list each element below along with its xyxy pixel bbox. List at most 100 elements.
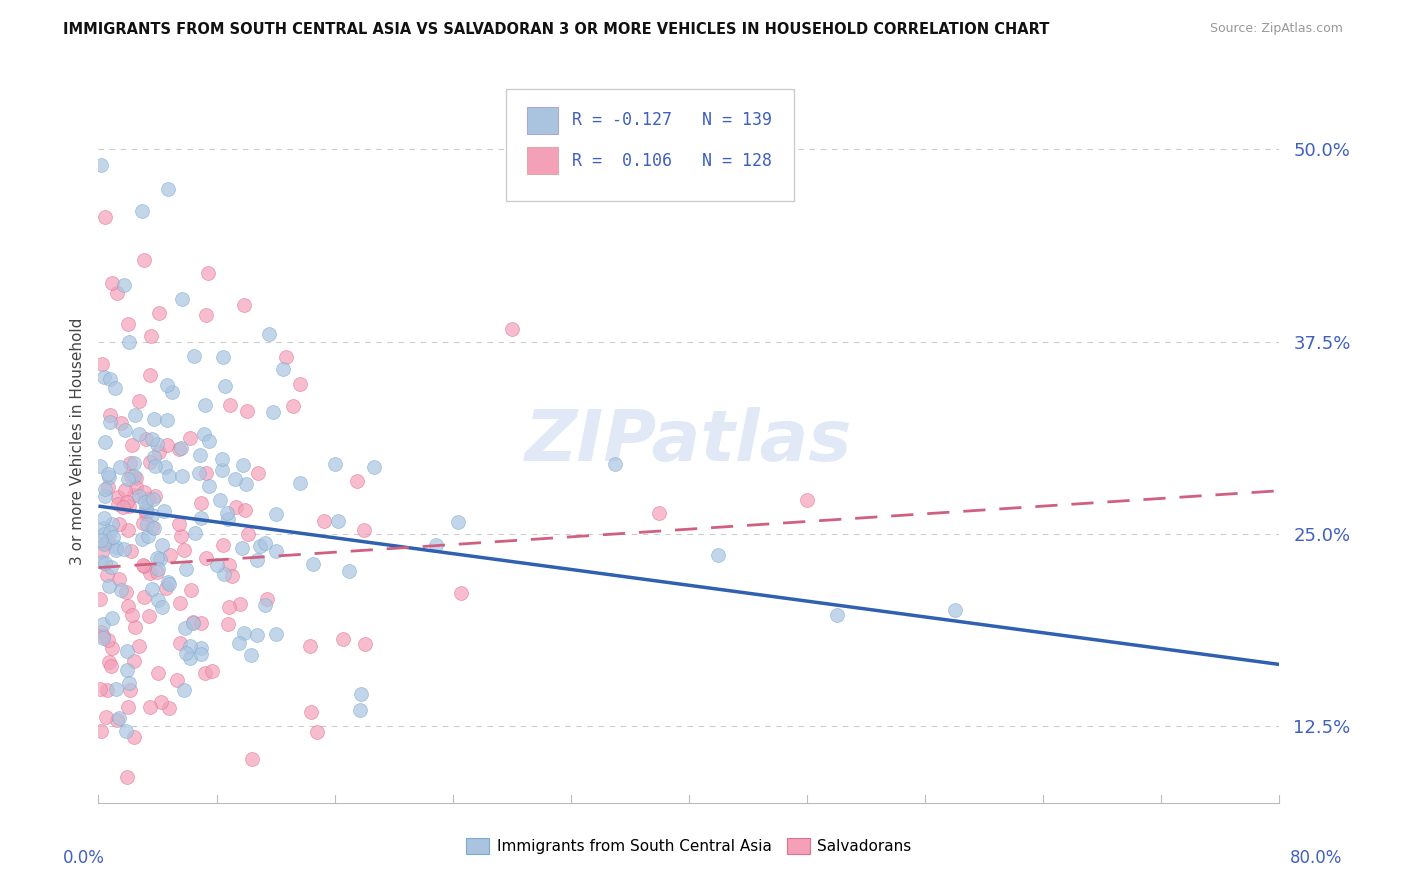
Point (190, 511, 212, 525)
Point (146, 666, 169, 681)
Point (205, 558, 228, 572)
Point (228, 597, 250, 611)
Point (117, 676, 139, 690)
Point (264, 627, 287, 641)
Point (148, 562, 170, 576)
Point (128, 489, 150, 503)
Point (105, 285, 128, 300)
Point (146, 593, 169, 607)
Point (194, 398, 217, 412)
Point (264, 544, 287, 558)
Point (193, 427, 215, 442)
Point (136, 492, 159, 507)
Point (132, 558, 155, 573)
Point (211, 451, 233, 466)
Point (249, 539, 271, 553)
Point (96, 467, 118, 482)
Point (253, 536, 276, 550)
Point (94, 434, 117, 449)
Point (101, 847, 124, 861)
Point (124, 408, 146, 422)
Point (97, 470, 120, 484)
Point (224, 472, 246, 486)
Point (194, 550, 217, 565)
Point (110, 416, 132, 430)
Point (212, 538, 235, 552)
Point (93, 510, 115, 524)
Point (198, 434, 221, 448)
Point (115, 644, 138, 658)
Point (302, 557, 325, 571)
Point (167, 516, 190, 531)
Point (217, 511, 239, 525)
Point (156, 413, 179, 427)
Point (233, 503, 256, 517)
Point (104, 381, 127, 395)
Point (157, 469, 180, 483)
Point (825, 607, 848, 622)
Point (104, 681, 127, 696)
Point (135, 501, 157, 516)
Point (169, 636, 191, 650)
Point (159, 548, 181, 562)
Point (173, 682, 195, 697)
Point (148, 306, 170, 320)
Point (337, 564, 360, 578)
Point (194, 665, 217, 680)
Point (89, 592, 111, 607)
Point (169, 596, 191, 610)
Point (90, 723, 112, 738)
Point (233, 298, 256, 312)
Point (90, 555, 112, 569)
Point (98, 372, 121, 386)
Point (112, 277, 135, 292)
Point (122, 654, 145, 668)
Point (218, 599, 240, 614)
Point (139, 566, 162, 580)
Point (93, 537, 115, 551)
Point (124, 471, 146, 485)
Point (446, 515, 468, 529)
Text: R =  0.106   N = 128: R = 0.106 N = 128 (572, 152, 772, 169)
Point (157, 701, 180, 715)
Point (108, 572, 131, 586)
Point (170, 442, 193, 456)
Point (124, 620, 146, 634)
Point (90, 533, 112, 547)
Point (101, 276, 124, 290)
Point (214, 379, 236, 393)
Point (93, 369, 115, 384)
Point (150, 538, 173, 552)
Point (91, 521, 114, 535)
Point (198, 478, 221, 492)
Point (115, 663, 138, 677)
Point (262, 405, 284, 419)
Point (170, 292, 193, 306)
Point (172, 469, 194, 483)
Point (117, 524, 139, 538)
Point (167, 442, 190, 456)
Point (91, 629, 114, 643)
Point (97, 533, 120, 548)
Point (211, 463, 233, 477)
Point (174, 646, 197, 660)
Point (194, 466, 217, 480)
Point (188, 448, 211, 462)
Point (184, 526, 207, 541)
Point (173, 543, 195, 558)
Point (100, 560, 122, 574)
Point (156, 438, 179, 452)
Point (143, 450, 166, 465)
Point (257, 327, 280, 342)
Point (212, 566, 235, 581)
Point (796, 492, 818, 507)
Point (197, 266, 219, 280)
Point (353, 523, 375, 537)
Point (89, 459, 111, 474)
Point (194, 308, 217, 322)
Point (157, 577, 180, 591)
Point (114, 483, 136, 497)
Point (281, 399, 304, 413)
Point (156, 181, 179, 195)
Point (94, 210, 117, 224)
